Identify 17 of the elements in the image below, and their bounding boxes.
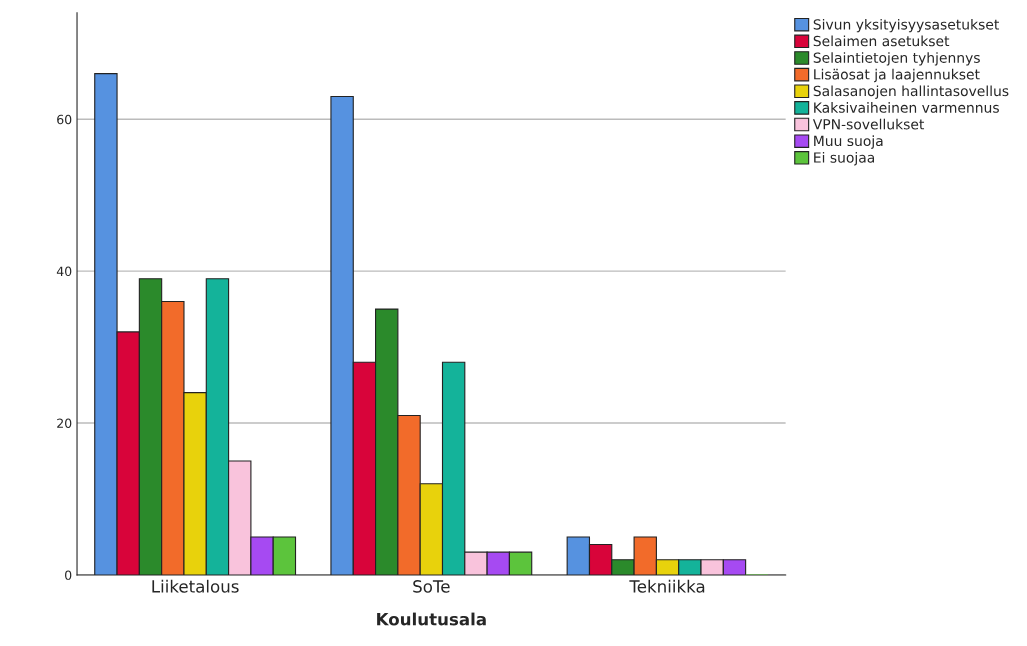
- legend-label: Salasanojen hallintasovellus: [813, 85, 1009, 99]
- y-tick-label: 0: [65, 570, 72, 580]
- legend-label: VPN-sovellukset: [812, 118, 925, 130]
- y-tick-label: 20: [57, 418, 72, 428]
- legend-label: Selaimen asetukset: [813, 35, 950, 47]
- x-tick-label: SoTe: [413, 580, 450, 593]
- x-tick-label: Tekniikka: [629, 579, 705, 593]
- legend-label: Ei suojaa: [814, 152, 875, 166]
- x-axis-title: Koulutusala: [377, 612, 486, 626]
- legend-label: Kaksivaiheinen varmennus: [814, 102, 999, 113]
- y-tick-label: 60: [57, 114, 72, 125]
- legend-label: Sivun yksityisyysasetukset: [813, 18, 999, 33]
- legend-label: Muu suoja: [814, 135, 883, 149]
- legend-label: Lisäosat ja laajennukset: [814, 68, 980, 83]
- y-tick-label: 40: [56, 266, 72, 277]
- legend-label: Selaintietojen tyhjennys: [813, 52, 980, 66]
- x-tick-label: Liiketalous: [152, 579, 239, 593]
